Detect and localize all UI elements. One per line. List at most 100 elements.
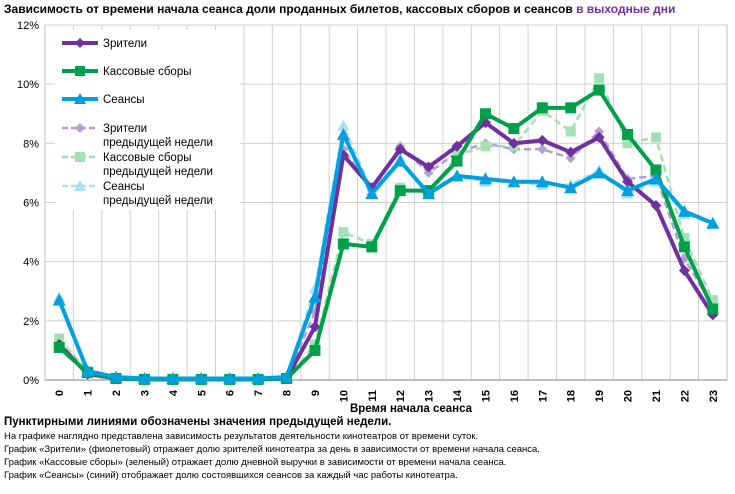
legend-label: Сеансы	[103, 181, 144, 193]
x-tick-label: 0	[54, 390, 66, 396]
legend-swatch-marker	[75, 38, 85, 48]
data-point	[166, 372, 180, 385]
x-tick-label: 2	[111, 390, 123, 396]
x-tick-label: 18	[566, 390, 578, 402]
data-point	[565, 153, 576, 164]
data-point	[679, 233, 690, 243]
data-point	[536, 102, 548, 114]
x-tick-label: 11	[367, 390, 379, 402]
data-point	[535, 175, 549, 188]
legend-label: Сеансы	[103, 94, 144, 106]
data-point	[338, 227, 349, 238]
data-point	[678, 241, 690, 253]
legend-label: Зрители	[103, 38, 147, 50]
y-tick-label: 6%	[23, 198, 39, 210]
data-point	[52, 293, 66, 306]
data-point	[622, 128, 634, 140]
x-tick-label: 15	[480, 390, 492, 402]
x-tick-label: 20	[623, 390, 635, 402]
data-point	[137, 372, 151, 385]
legend: Зрители Кассовые сборы Сеансы Зрители предыд…	[55, 30, 240, 210]
data-point	[478, 172, 492, 185]
x-tick-label: 1	[83, 390, 95, 396]
notes-line-2: График «Зрители» (фиолетовый) отражает д…	[4, 444, 540, 455]
chart-title-main: Зависимость от времени начала сеанса дол…	[4, 2, 573, 16]
data-point	[452, 150, 463, 161]
legend-box	[55, 30, 240, 210]
data-point	[251, 372, 265, 385]
data-point	[337, 238, 349, 250]
legend-label: предыдущей недели	[103, 137, 213, 149]
data-point	[565, 146, 577, 158]
y-tick-label: 0%	[23, 375, 39, 387]
data-point	[564, 181, 578, 194]
notes-line-3: График «Кассовые сборы» (зеленый) отража…	[4, 457, 507, 468]
data-point	[450, 169, 464, 182]
notes-line-1: На графике наглядно представлена зависим…	[4, 431, 479, 442]
x-tick-label: 9	[310, 390, 322, 396]
notes-block: Пунктирными линиями обозначены значения …	[4, 416, 729, 482]
y-tick-label: 12%	[17, 20, 39, 32]
x-tick-label: 7	[253, 390, 265, 396]
y-tick-label: 8%	[23, 138, 39, 150]
data-point	[650, 132, 661, 143]
x-tick-label: 5	[196, 390, 208, 396]
data-point	[423, 161, 435, 173]
y-tick-label: 2%	[23, 316, 39, 328]
legend-swatch-marker	[74, 180, 86, 191]
data-point	[451, 155, 463, 167]
data-point	[308, 290, 322, 303]
data-point	[479, 108, 491, 120]
legend-label: Зрители	[103, 123, 147, 135]
data-point	[706, 216, 720, 229]
data-point	[309, 321, 321, 333]
notes-heading: Пунктирными линиями обозначены значения …	[4, 416, 392, 428]
data-point	[53, 341, 65, 353]
legend-swatch-marker	[75, 152, 85, 162]
x-tick-label: 8	[282, 390, 294, 396]
data-point	[508, 123, 520, 135]
data-point	[678, 265, 690, 277]
data-point	[622, 176, 634, 188]
data-point	[592, 166, 606, 179]
data-point	[422, 187, 436, 200]
data-point	[707, 303, 719, 315]
data-point	[109, 370, 123, 383]
data-point	[337, 119, 350, 131]
legend-label: Кассовые сборы	[103, 152, 191, 164]
data-point	[480, 141, 491, 152]
data-point	[537, 144, 548, 155]
data-point	[622, 138, 633, 149]
x-tick-label: 17	[537, 390, 549, 402]
data-point	[677, 204, 691, 217]
x-tick-label: 3	[139, 390, 151, 396]
data-point	[507, 175, 521, 188]
legend-label: Кассовые сборы	[103, 66, 191, 78]
data-point	[508, 137, 520, 149]
data-point	[565, 102, 577, 114]
legend-swatch-marker	[74, 93, 86, 104]
x-tick-label: 14	[452, 389, 464, 402]
series-2	[52, 127, 720, 385]
x-tick-label: 13	[424, 390, 436, 402]
data-point	[194, 372, 208, 385]
data-point	[394, 143, 406, 155]
x-axis-title: Время начала сеанса	[350, 403, 473, 415]
chart-title: Зависимость от времени начала сеанса дол…	[4, 2, 675, 16]
legend-label: предыдущей недели	[103, 166, 213, 178]
x-tick-label: 12	[395, 390, 407, 402]
legend-swatch-marker	[75, 66, 85, 76]
data-point	[81, 364, 95, 377]
data-point	[54, 333, 65, 344]
data-point	[336, 127, 350, 140]
x-tick-label: 21	[651, 390, 663, 402]
data-point	[365, 187, 379, 200]
data-point	[594, 73, 605, 84]
x-tick-label: 22	[679, 390, 691, 402]
data-point	[565, 126, 576, 137]
x-tick-label: 6	[225, 390, 237, 396]
line-chart: 0%2%4%6%8%10%12%0 1 2 3 4 5 6 7 8 9 10 11 12 13 14 15 16…	[17, 20, 728, 415]
legend-swatch-marker	[75, 123, 85, 133]
notes-line-4: График «Сеансы» (синий) отображает долю …	[4, 470, 458, 481]
data-point	[223, 372, 237, 385]
